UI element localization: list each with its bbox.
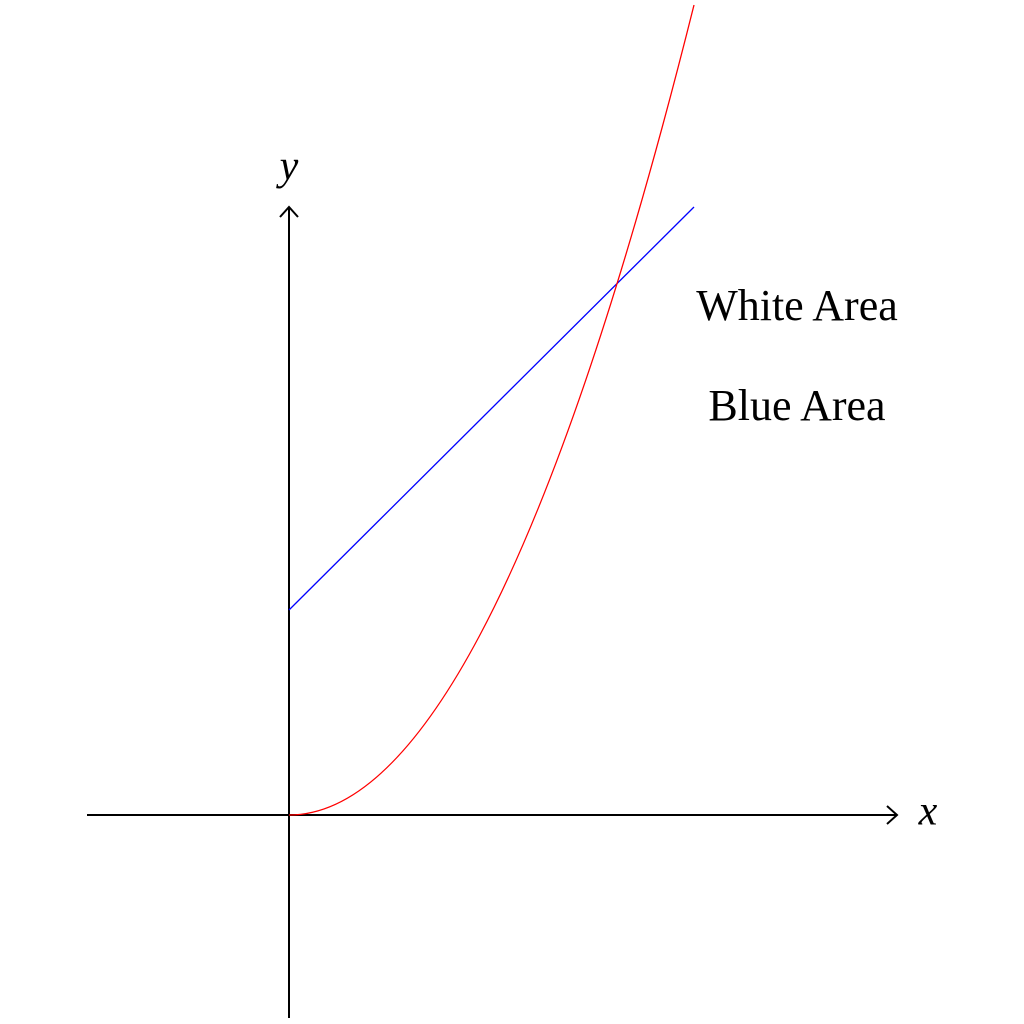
blue-line: [288, 206, 695, 611]
y-arrow-head: [279, 205, 299, 218]
y-axis-label: y: [276, 144, 299, 190]
x-arrow-head: [886, 805, 899, 825]
red-parabola: [288, 4, 695, 816]
white-area-label: White Area: [696, 281, 898, 330]
x-axis-label: x: [918, 789, 938, 835]
blue-area-label: Blue Area: [708, 381, 885, 430]
